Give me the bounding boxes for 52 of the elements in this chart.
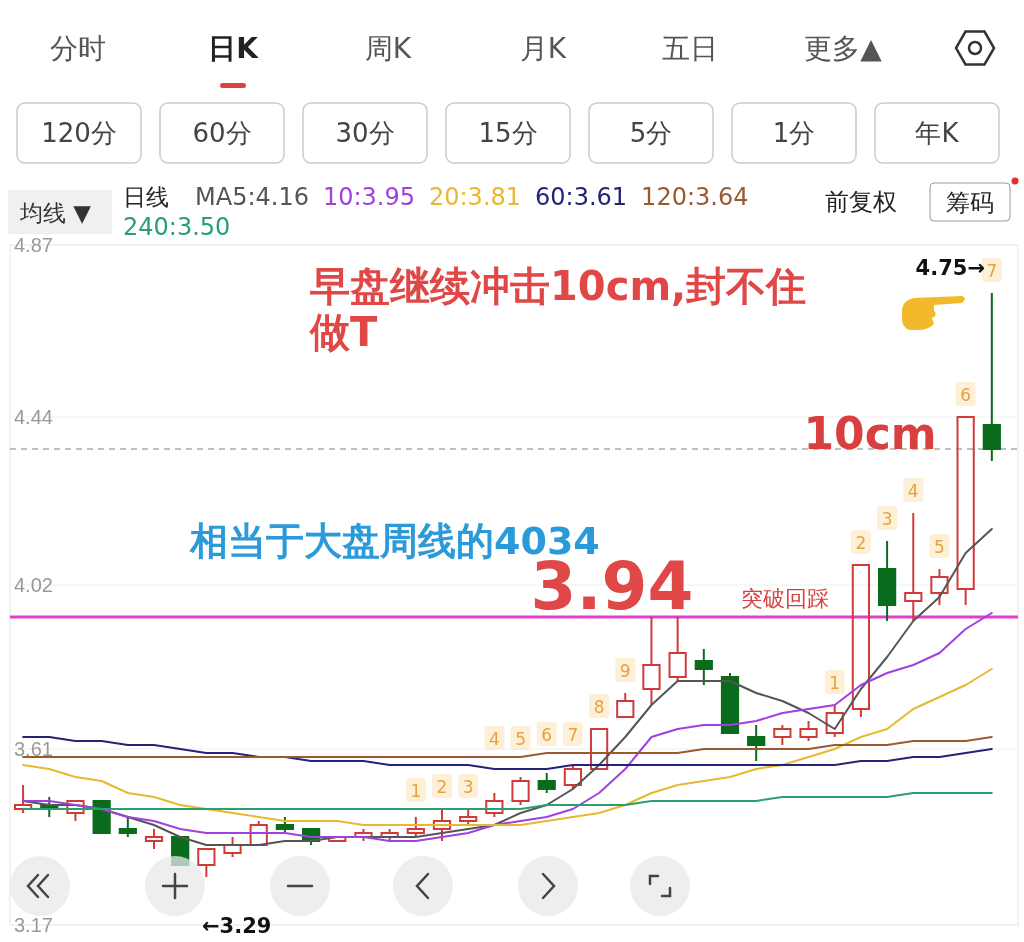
text: 日K [208, 32, 260, 65]
text: 6 [960, 385, 972, 405]
text: 5 [515, 729, 526, 749]
text: 1 [410, 781, 422, 801]
annotation: 10cm [803, 408, 937, 459]
text: 30分 [335, 118, 395, 148]
text: 8 [593, 697, 605, 717]
text: 1分 [772, 118, 816, 148]
annotation: ←3.29 [202, 914, 272, 938]
text: 6 [541, 725, 553, 745]
candlestick [877, 540, 897, 622]
y-tick-label: 3.61 [14, 737, 53, 760]
text: 60分 [192, 118, 252, 148]
text: 10:3.95 [322, 183, 415, 211]
annotation: 突破回踩 [741, 586, 829, 611]
text: 分时 [50, 32, 106, 65]
text: 5 [934, 537, 945, 557]
text: 2 [855, 533, 867, 553]
text: 7 [986, 261, 998, 281]
annotation: 早盘继续冲击10cm,封不住做T [308, 263, 807, 355]
text: 3 [881, 509, 893, 529]
text: 1 [829, 673, 841, 693]
text: 60:3.61 [535, 183, 628, 211]
text: 周K [364, 32, 412, 65]
text: 五日 [662, 32, 718, 65]
candlestick [982, 292, 1001, 462]
text: 7 [567, 725, 579, 745]
text: 年K [915, 118, 960, 148]
text: 3 [462, 777, 474, 797]
text: 4 [907, 481, 919, 501]
text: 月K [519, 32, 567, 65]
annotation: 4.75→ [915, 256, 985, 280]
y-tick-label: 4.44 [14, 405, 53, 428]
y-tick-label: 3.17 [14, 913, 53, 936]
text: 120:3.64 [641, 183, 749, 211]
text: 更多▲ [804, 32, 883, 65]
text: 5分 [629, 118, 673, 148]
text: 15分 [478, 118, 538, 148]
y-tick-label: 4.87 [14, 233, 53, 256]
text: 9 [619, 661, 631, 681]
text: 均线 ▼ [19, 200, 92, 226]
candlestick [642, 616, 661, 706]
text: 前复权 [825, 188, 897, 216]
y-tick-label: 4.02 [14, 573, 53, 596]
text: 20:3.81 [428, 183, 522, 211]
candlestick [904, 512, 923, 622]
text: 日线 [123, 184, 169, 210]
text: MA5:4.16 [195, 183, 309, 211]
text: 4 [488, 729, 500, 749]
text: 筹码 [946, 189, 994, 217]
text: 120分 [41, 118, 117, 148]
text: 240:3.50 [123, 213, 231, 241]
